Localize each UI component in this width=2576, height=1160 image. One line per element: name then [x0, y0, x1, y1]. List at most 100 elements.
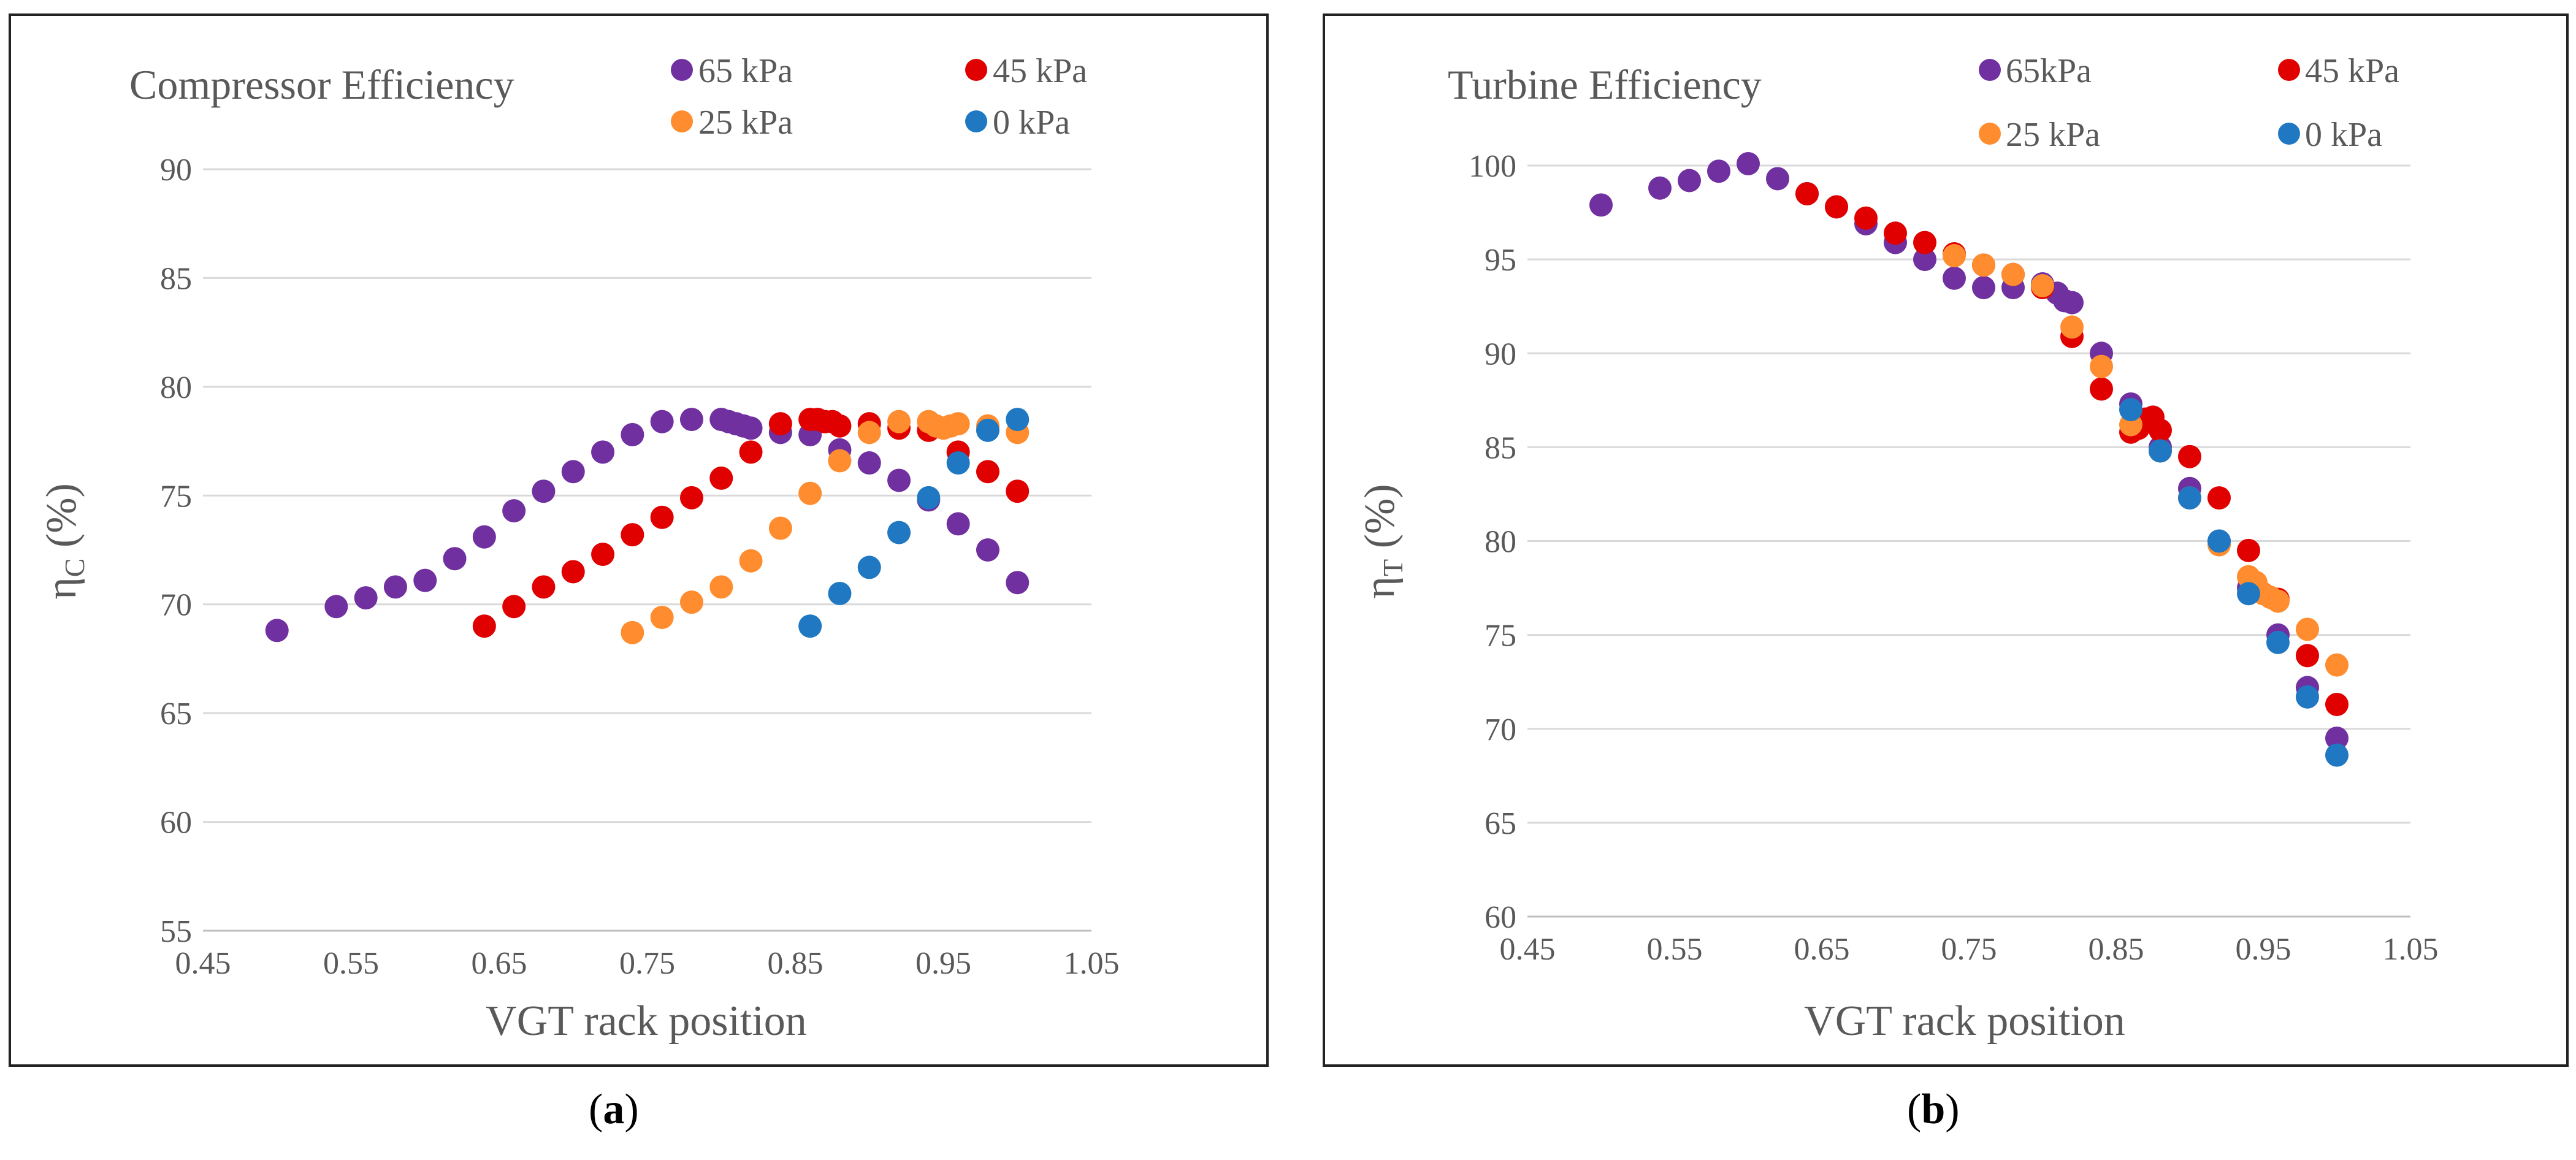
data-point-series-3: [2325, 743, 2349, 767]
data-point-series-2: [2060, 315, 2084, 339]
data-point-series-2: [739, 549, 763, 573]
data-point-series-0: [1972, 276, 1995, 300]
data-point-series-1: [2090, 377, 2113, 401]
y-tick-label: 70: [160, 588, 192, 623]
data-point-series-3: [798, 614, 822, 638]
data-point-series-1: [472, 614, 496, 638]
data-point-series-1: [1006, 479, 1030, 503]
y-axis-label: ηC (%): [38, 483, 90, 600]
legend-label-25kpa: 25 kPa: [2006, 116, 2100, 154]
data-point-series-3: [1006, 408, 1030, 432]
data-point-series-1: [679, 486, 703, 509]
data-point-series-0: [1913, 248, 1936, 272]
data-point-series-0: [354, 586, 378, 610]
data-point-series-2: [887, 410, 911, 433]
x-tick-label: 0.75: [619, 946, 675, 981]
data-point-series-2: [798, 481, 822, 505]
data-point-series-2: [1943, 244, 1966, 267]
data-point-series-0: [591, 440, 615, 464]
data-point-series-0: [383, 575, 407, 599]
x-tick-label: 0.85: [768, 946, 824, 981]
y-tick-label: 60: [160, 806, 192, 841]
legend-marker-25kpa: [671, 110, 693, 132]
y-tick-label: 100: [1469, 149, 1516, 184]
data-point-series-2: [2031, 274, 2054, 297]
x-tick-label: 0.95: [2236, 932, 2291, 967]
data-point-series-1: [1825, 195, 1848, 219]
x-tick-label: 1.05: [2383, 932, 2439, 967]
turbine-efficiency-chart: Turbine Efficiency 60 65 70 75 80 85 90 95 100 0…: [1356, 52, 2439, 1045]
data-point-series-3: [976, 418, 999, 442]
x-tick-label: 0.95: [915, 946, 971, 981]
data-point-series-1: [532, 575, 556, 599]
data-point-series-3: [2296, 685, 2319, 709]
x-tick-label: 0.65: [1794, 932, 1850, 967]
data-point-series-1: [1884, 221, 1907, 245]
caption-b: (b): [1907, 1086, 1960, 1133]
data-point-series-0: [1707, 159, 1730, 183]
data-point-series-1: [709, 466, 733, 490]
data-point-series-1: [1795, 181, 1819, 205]
x-tick-label: 1.05: [1064, 946, 1120, 981]
y-tick-label: 75: [1485, 619, 1516, 654]
data-point-series-1: [768, 412, 792, 436]
data-point-series-2: [2001, 262, 2025, 286]
compressor-efficiency-panel: Compressor Efficiency 55 60 65 70 75 80 85 90 0…: [9, 13, 1269, 1067]
data-point-series-0: [887, 468, 911, 492]
legend-label-65kpa: 65 kPa: [698, 52, 793, 90]
data-point-series-1: [621, 523, 644, 547]
data-point-series-2: [2266, 589, 2290, 613]
data-point-series-2: [2296, 617, 2319, 641]
data-point-series-3: [2207, 529, 2231, 553]
data-point-series-1: [2207, 486, 2231, 510]
legend-marker-65kpa: [1979, 59, 2001, 81]
data-point-series-0: [2325, 727, 2349, 750]
y-tick-label: 70: [1485, 712, 1516, 747]
y-tick-label: 75: [160, 479, 192, 514]
data-point-series-3: [2266, 630, 2290, 654]
x-tick-label: 0.85: [2089, 932, 2144, 967]
legend-marker-45kpa: [965, 59, 987, 81]
data-point-series-1: [2296, 644, 2319, 668]
data-point-series-2: [709, 575, 733, 599]
data-point-series-0: [679, 408, 703, 432]
data-point-series-2: [768, 516, 792, 540]
y-tick-label: 80: [1485, 525, 1516, 560]
data-point-series-0: [265, 619, 289, 643]
data-point-series-0: [413, 568, 437, 592]
x-tick-label: 0.55: [1647, 932, 1703, 967]
chart-title: Turbine Efficiency: [1448, 61, 1762, 108]
compressor-efficiency-chart: Compressor Efficiency 55 60 65 70 75 80 85 90 0…: [38, 52, 1120, 1045]
data-point-series-1: [739, 440, 763, 464]
legend-marker-25kpa: [1979, 123, 2001, 145]
data-point-series-0: [2060, 291, 2084, 315]
data-point-series-3: [828, 581, 852, 605]
data-point-series-0: [1678, 169, 1701, 193]
data-point-series-0: [1648, 176, 1672, 200]
legend-label-0kpa: 0 kPa: [993, 104, 1070, 142]
data-point-series-2: [828, 449, 852, 473]
data-point-series-0: [443, 547, 467, 571]
y-tick-label: 80: [160, 370, 192, 405]
chart-title: Compressor Efficiency: [129, 61, 514, 108]
y-tick-label: 95: [1485, 243, 1516, 278]
data-point-series-1: [976, 460, 999, 484]
data-point-series-1: [828, 414, 852, 438]
legend-label-45kpa: 45 kPa: [993, 52, 1087, 90]
legend-label-65kpa: 65kPa: [2006, 52, 2092, 90]
data-point-series-0: [1589, 193, 1613, 217]
data-point-series-3: [946, 451, 970, 475]
data-point-series-0: [532, 479, 556, 503]
y-tick-label: 85: [160, 261, 192, 296]
legend-marker-45kpa: [2278, 59, 2300, 81]
data-point-series-1: [2149, 418, 2172, 442]
data-point-series-3: [2149, 439, 2172, 463]
data-point-series-3: [917, 486, 941, 509]
data-point-series-0: [1766, 167, 1789, 191]
x-axis-label: VGT rack position: [1804, 998, 2125, 1045]
data-point-series-2: [1972, 253, 1995, 277]
y-tick-label: 90: [1485, 337, 1516, 372]
data-point-series-2: [857, 421, 881, 445]
data-point-series-0: [502, 499, 526, 523]
data-point-series-3: [2178, 486, 2201, 510]
